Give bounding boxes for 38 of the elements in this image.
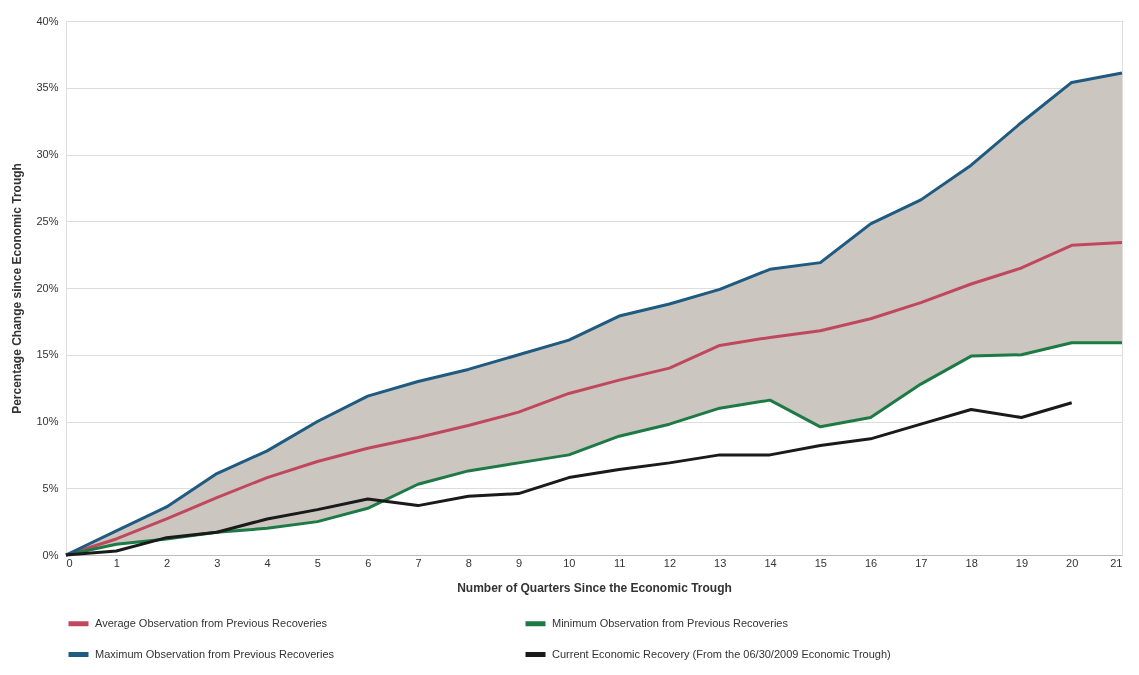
x-tick-label: 3 [214, 556, 221, 569]
y-tick-label: 35% [36, 81, 59, 94]
x-tick-label: 9 [516, 556, 523, 569]
y-axis-title: Percentage Change since Economic Trough [10, 163, 25, 414]
x-tick-label: 8 [465, 556, 472, 569]
legend-label: Average Observation from Previous Recoveries [95, 616, 328, 629]
x-tick-label: 14 [764, 556, 777, 569]
legend-label: Minimum Observation from Previous Recoveries [552, 616, 789, 629]
y-tick-label: 40% [36, 14, 59, 27]
x-tick-label: 6 [365, 556, 372, 569]
x-tick-label: 17 [915, 556, 928, 569]
y-tick-label: 10% [36, 415, 59, 427]
x-axis-title: Number of Quarters Since the Economic Trough [457, 580, 732, 595]
x-tick-label: 19 [1015, 556, 1029, 569]
x-tick-label: 11 [613, 556, 626, 569]
y-tick-label: 5% [42, 481, 59, 494]
x-tick-label: 18 [965, 556, 978, 569]
x-tick-label: 0 [66, 556, 73, 569]
line-series [64, 401, 1074, 557]
x-tick-label: 1 [113, 556, 120, 569]
y-tick-label: 30% [36, 148, 59, 160]
x-tick-label: 2 [164, 556, 171, 569]
legend-label: Maximum Observation from Previous Recoveries [95, 647, 335, 660]
y-tick-label: 25% [36, 214, 59, 227]
x-tick-label: 21 [1110, 556, 1123, 569]
x-tick-label: 20 [1066, 556, 1079, 569]
y-tick-label: 20% [36, 281, 59, 294]
legend-label: Current Economic Recovery (From the 06/30/2009 Economic Trough) [552, 647, 891, 660]
x-tick-label: 13 [714, 556, 727, 569]
x-tick-label: 15 [814, 556, 827, 569]
y-tick-label: 15% [36, 348, 59, 361]
x-tick-label: 10 [563, 556, 576, 569]
x-tick-label: 5 [314, 556, 321, 569]
y-tick-label: 0% [42, 548, 59, 561]
x-tick-label: 4 [264, 556, 271, 569]
x-tick-label: 16 [864, 556, 878, 569]
x-tick-label: 12 [663, 556, 677, 569]
x-tick-label: 7 [415, 556, 422, 569]
